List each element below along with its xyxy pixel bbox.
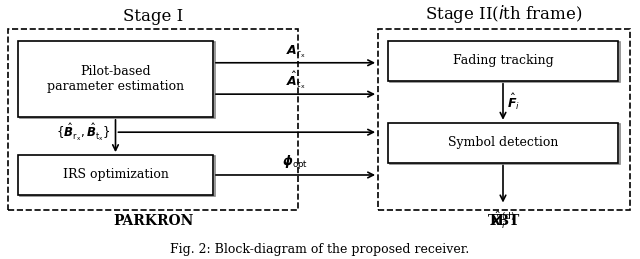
Text: Symbol detection: Symbol detection — [448, 136, 558, 149]
Text: Stage II($i$th frame): Stage II($i$th frame) — [426, 3, 582, 25]
Text: Fig. 2: Block-diagram of the proposed receiver.: Fig. 2: Block-diagram of the proposed re… — [170, 243, 470, 256]
Bar — [390, 42, 620, 82]
Text: Pilot-based
parameter estimation: Pilot-based parameter estimation — [47, 65, 184, 93]
Text: $\boldsymbol{A}_{\mathrm{r_x}}$: $\boldsymbol{A}_{\mathrm{r_x}}$ — [285, 43, 305, 60]
Text: $\boldsymbol{\phi}_{\mathrm{opt}}$: $\boldsymbol{\phi}_{\mathrm{opt}}$ — [282, 154, 308, 172]
Text: PARKRON: PARKRON — [113, 214, 193, 228]
Bar — [378, 30, 630, 210]
Text: $\hat{\boldsymbol{A}}_{\mathrm{t_x}}$: $\hat{\boldsymbol{A}}_{\mathrm{t_x}}$ — [285, 70, 305, 91]
Bar — [18, 155, 213, 195]
Text: IRS optimization: IRS optimization — [63, 169, 168, 182]
Bar — [19, 156, 214, 196]
Bar — [388, 41, 618, 81]
Text: TBT: TBT — [488, 214, 520, 228]
Text: Fading tracking: Fading tracking — [452, 54, 554, 67]
Text: Stage I: Stage I — [123, 8, 183, 25]
Bar — [388, 123, 618, 163]
Bar — [19, 42, 214, 118]
Text: $\hat{\boldsymbol{X}}_i^{\mathrm{(d)}}$: $\hat{\boldsymbol{X}}_i^{\mathrm{(d)}}$ — [490, 209, 516, 231]
Text: $\hat{\boldsymbol{F}}_i$: $\hat{\boldsymbol{F}}_i$ — [507, 92, 520, 112]
Bar — [18, 41, 213, 117]
Bar — [8, 30, 298, 210]
Text: $\{\hat{\boldsymbol{B}}_{\mathrm{r_x}}, \hat{\boldsymbol{B}}_{\mathrm{t_x}}\}$: $\{\hat{\boldsymbol{B}}_{\mathrm{r_x}}, … — [56, 121, 111, 143]
Bar — [390, 124, 620, 164]
